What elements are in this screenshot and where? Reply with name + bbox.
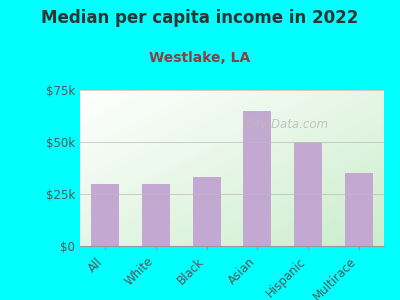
Bar <box>345 173 372 246</box>
Bar <box>243 111 271 246</box>
Bar <box>193 177 221 246</box>
Text: Median per capita income in 2022: Median per capita income in 2022 <box>41 9 359 27</box>
Bar <box>91 184 119 246</box>
Bar <box>294 142 322 246</box>
Bar <box>142 184 170 246</box>
Text: City-Data.com: City-Data.com <box>245 118 329 131</box>
Text: Westlake, LA: Westlake, LA <box>149 51 251 65</box>
